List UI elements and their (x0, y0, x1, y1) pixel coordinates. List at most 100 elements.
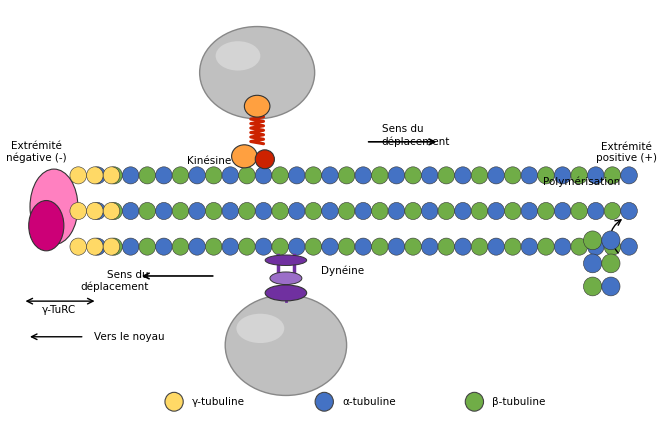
Ellipse shape (338, 238, 355, 255)
Ellipse shape (554, 167, 571, 184)
Text: Kinésine: Kinésine (187, 156, 231, 166)
Ellipse shape (255, 203, 272, 219)
Ellipse shape (70, 238, 87, 255)
Ellipse shape (571, 203, 587, 219)
Ellipse shape (215, 41, 261, 70)
Text: γ-tubuline: γ-tubuline (192, 397, 245, 407)
Ellipse shape (239, 167, 255, 184)
Ellipse shape (225, 295, 347, 395)
Ellipse shape (505, 203, 521, 219)
Ellipse shape (30, 169, 78, 244)
Ellipse shape (488, 203, 505, 219)
Ellipse shape (521, 238, 538, 255)
Text: Sens du
déplacement: Sens du déplacement (382, 124, 450, 146)
Ellipse shape (87, 238, 103, 255)
Ellipse shape (206, 167, 222, 184)
Ellipse shape (87, 203, 103, 219)
Ellipse shape (245, 95, 270, 117)
Ellipse shape (322, 203, 338, 219)
Ellipse shape (422, 238, 438, 255)
Ellipse shape (139, 238, 156, 255)
Ellipse shape (89, 203, 105, 219)
Ellipse shape (388, 238, 404, 255)
Ellipse shape (554, 203, 571, 219)
Text: Polymérisation: Polymérisation (543, 176, 621, 187)
Ellipse shape (438, 203, 455, 219)
Ellipse shape (355, 238, 371, 255)
Ellipse shape (139, 203, 156, 219)
Ellipse shape (315, 392, 333, 411)
Text: Extrémité
positive (+): Extrémité positive (+) (596, 141, 657, 163)
Ellipse shape (583, 254, 602, 273)
Ellipse shape (272, 203, 288, 219)
Ellipse shape (338, 167, 355, 184)
Ellipse shape (371, 167, 388, 184)
Ellipse shape (621, 167, 637, 184)
Ellipse shape (571, 167, 587, 184)
Ellipse shape (455, 167, 471, 184)
Ellipse shape (165, 392, 183, 411)
Text: Dynéine: Dynéine (321, 265, 364, 276)
Ellipse shape (265, 285, 307, 301)
Ellipse shape (89, 167, 105, 184)
Ellipse shape (438, 167, 455, 184)
Ellipse shape (239, 238, 255, 255)
Ellipse shape (322, 167, 338, 184)
Ellipse shape (604, 167, 621, 184)
Ellipse shape (305, 203, 322, 219)
Ellipse shape (538, 203, 554, 219)
Text: Organite,
Vésicule,
Complexe
ribonucléoprotéique: Organite, Vésicule, Complexe ribonucléop… (243, 325, 330, 365)
Ellipse shape (305, 238, 322, 255)
Ellipse shape (488, 238, 505, 255)
Ellipse shape (404, 167, 422, 184)
Ellipse shape (189, 238, 206, 255)
Ellipse shape (156, 238, 172, 255)
Ellipse shape (505, 238, 521, 255)
Ellipse shape (404, 238, 422, 255)
Ellipse shape (231, 145, 257, 168)
Ellipse shape (200, 27, 315, 119)
Ellipse shape (70, 203, 87, 219)
Ellipse shape (538, 238, 554, 255)
Ellipse shape (604, 203, 621, 219)
Ellipse shape (538, 167, 554, 184)
Ellipse shape (604, 238, 621, 255)
Ellipse shape (471, 238, 488, 255)
Ellipse shape (602, 277, 620, 296)
Ellipse shape (422, 203, 438, 219)
Ellipse shape (587, 203, 604, 219)
Ellipse shape (371, 238, 388, 255)
Ellipse shape (288, 238, 305, 255)
Ellipse shape (621, 203, 637, 219)
Ellipse shape (521, 167, 538, 184)
Text: Sens du
déplacement: Sens du déplacement (80, 270, 149, 292)
Ellipse shape (172, 203, 189, 219)
Ellipse shape (105, 203, 123, 219)
Ellipse shape (89, 238, 105, 255)
Ellipse shape (288, 167, 305, 184)
Ellipse shape (255, 150, 274, 169)
Ellipse shape (105, 238, 123, 255)
Ellipse shape (239, 203, 255, 219)
Ellipse shape (255, 238, 272, 255)
Ellipse shape (206, 238, 222, 255)
Ellipse shape (288, 203, 305, 219)
Ellipse shape (587, 167, 604, 184)
Text: Vers le noyau: Vers le noyau (94, 332, 165, 342)
Ellipse shape (272, 238, 288, 255)
Ellipse shape (206, 203, 222, 219)
Ellipse shape (255, 167, 272, 184)
Ellipse shape (272, 167, 288, 184)
Ellipse shape (87, 167, 103, 184)
Text: Organite,
Vésicule,
Complexe
ribonucléoprotéique: Organite, Vésicule, Complexe ribonucléop… (213, 52, 300, 93)
Ellipse shape (222, 167, 239, 184)
Ellipse shape (554, 238, 571, 255)
Ellipse shape (338, 203, 355, 219)
Ellipse shape (388, 203, 404, 219)
Ellipse shape (222, 203, 239, 219)
Ellipse shape (355, 203, 371, 219)
Ellipse shape (265, 255, 307, 265)
Text: Extrémité
négative (-): Extrémité négative (-) (7, 141, 67, 163)
Ellipse shape (156, 167, 172, 184)
Ellipse shape (621, 238, 637, 255)
